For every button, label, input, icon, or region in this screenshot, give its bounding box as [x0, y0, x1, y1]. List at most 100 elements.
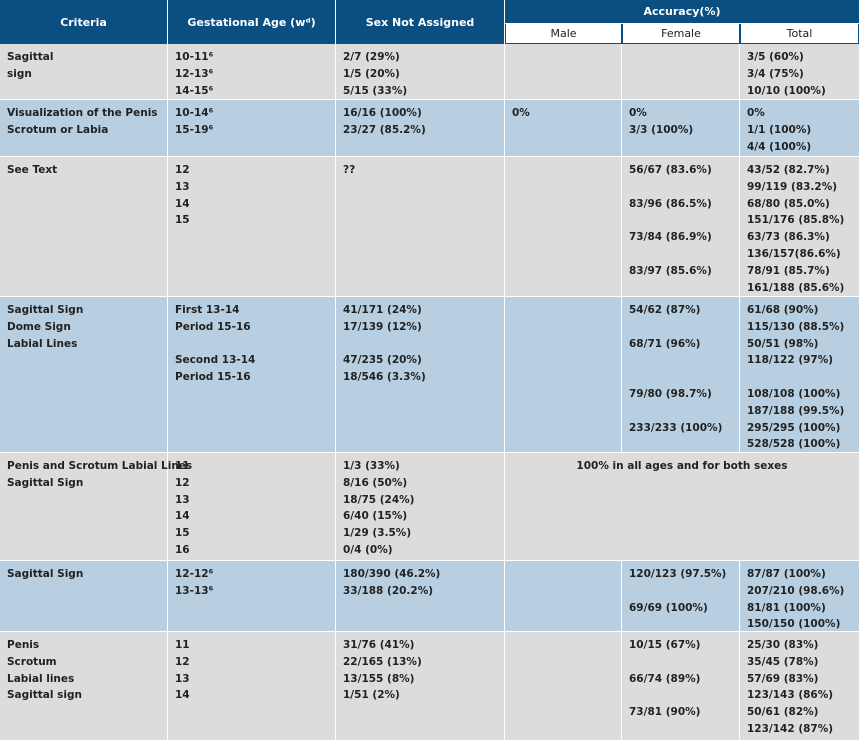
body-cell	[168, 44, 335, 99]
cell-text: 15	[175, 214, 190, 227]
body-cell	[168, 157, 335, 296]
cell-text: 14	[175, 197, 190, 210]
cell-text: 123/142 (87%)	[747, 723, 834, 735]
header-cell: Criteria	[0, 0, 168, 44]
cell-text: 68/80 (85.0%)	[747, 197, 830, 210]
cell-text: 25/30 (83%)	[747, 639, 819, 651]
cell-text: 115/130 (88.5%)	[747, 320, 845, 333]
cell-text: 17/139 (12%)	[343, 320, 422, 333]
cell-text: 3/5 (60%)	[747, 51, 804, 63]
cell-text: 69/69 (100%)	[629, 601, 708, 614]
cell-text: First 13-14	[175, 304, 240, 316]
cell-text: 10-11⁶	[175, 51, 214, 63]
body-cell	[168, 632, 335, 740]
cell-text: 13/155 (8%)	[343, 672, 415, 685]
body-cell	[336, 453, 504, 560]
cell-text: Period 15-16	[175, 371, 251, 384]
cell-text: 1/1 (100%)	[747, 123, 812, 136]
cell-text: 56/67 (83.6%)	[629, 164, 712, 176]
body-cell	[505, 561, 621, 631]
body-cell	[336, 44, 504, 99]
body-cell	[168, 100, 335, 156]
cell-text: 12	[175, 655, 190, 668]
cell-text: 35/45 (78%)	[747, 655, 819, 668]
cell-text: 4/4 (100%)	[747, 140, 812, 153]
cell-text: Labial lines	[7, 672, 75, 685]
cell-text: 13	[175, 672, 190, 685]
body-cell	[168, 453, 335, 560]
cell-text: 528/528 (100%)	[747, 438, 841, 451]
cell-text: 11	[175, 639, 190, 651]
cell-text: Visualization of the Penis	[7, 107, 158, 119]
body-cell	[740, 100, 859, 156]
body-cell	[168, 297, 335, 452]
cell-text: 13-13⁶	[175, 584, 214, 597]
subheader-cell: Male	[505, 24, 622, 44]
cell-text: 63/73 (86.3%)	[747, 231, 830, 244]
cell-text: 87/87 (100%)	[747, 568, 826, 580]
cell-text: 3/3 (100%)	[629, 123, 694, 136]
body-cell	[0, 44, 167, 99]
cell-text: 1/29 (3.5%)	[343, 527, 412, 540]
body-cell	[622, 100, 739, 156]
cell-text: 68/71 (96%)	[629, 337, 701, 350]
body-cell	[505, 297, 621, 452]
cell-text: Scrotum	[7, 655, 57, 668]
cell-text: Dome Sign	[7, 320, 71, 333]
body-cell	[740, 297, 859, 452]
cell-text: 10-14⁶	[175, 107, 214, 119]
subheader-cell: Total	[740, 24, 859, 44]
cell-text: 22/165 (13%)	[343, 655, 422, 668]
cell-text: 15-19⁶	[175, 123, 214, 136]
cell-text: sign	[7, 67, 32, 80]
cell-text: Sagittal Sign	[7, 304, 84, 316]
cell-text: 43/52 (82.7%)	[747, 164, 830, 176]
cell-text: 18/546 (3.3%)	[343, 371, 426, 384]
body-cell	[622, 561, 739, 631]
cell-text: 14	[175, 689, 190, 702]
body-cell	[505, 453, 859, 560]
cell-text: 79/80 (98.7%)	[629, 388, 712, 400]
header-cell: Accuracy(%)	[505, 0, 859, 24]
body-cell	[622, 44, 739, 99]
cell-text: 83/96 (86.5%)	[629, 197, 712, 210]
cell-text: Sagittal	[7, 51, 54, 63]
cell-text: 118/122 (97%)	[747, 354, 834, 367]
cell-text: 66/74 (89%)	[629, 672, 701, 685]
body-cell	[622, 632, 739, 740]
body-cell	[740, 561, 859, 631]
cell-text: Penis	[7, 639, 40, 651]
cell-text: 18/75 (24%)	[343, 493, 415, 506]
cell-text: 12-13⁶	[175, 67, 214, 80]
cell-text: 136/157(86.6%)	[747, 248, 841, 260]
cell-text: 2/7 (29%)	[343, 51, 400, 63]
cell-text: 6/40 (15%)	[343, 510, 408, 523]
cell-text: 10/10 (100%)	[747, 84, 826, 97]
body-cell	[0, 157, 167, 296]
cell-text: 78/91 (85.7%)	[747, 264, 830, 277]
cell-text: 0%	[512, 107, 530, 119]
cell-text: Sagittal Sign	[7, 476, 84, 489]
cell-text: 180/390 (46.2%)	[343, 568, 441, 580]
body-cell	[505, 157, 621, 296]
body-cell	[0, 561, 167, 631]
cell-text: 14	[175, 510, 190, 523]
body-cell	[505, 100, 621, 156]
cell-text: 0/4 (0%)	[343, 544, 393, 556]
cell-text: 83/97 (85.6%)	[629, 264, 712, 277]
cell-text: 108/108 (100%)	[747, 388, 841, 400]
cell-text: 150/150 (100%)	[747, 618, 841, 631]
cell-text: Labial Lines	[7, 337, 78, 350]
cell-text: 161/188 (85.6%)	[747, 281, 845, 294]
header-cell: Gestational Age (wᵈ)	[168, 0, 336, 44]
body-cell	[740, 157, 859, 296]
body-cell	[622, 157, 739, 296]
body-cell	[168, 561, 335, 631]
cell-text: Penis and Scrotum Labial Lines	[7, 460, 193, 472]
body-cell	[622, 297, 739, 452]
cell-text: 12	[175, 476, 190, 489]
cell-text: 31/76 (41%)	[343, 639, 415, 651]
cell-text: 41/171 (24%)	[343, 304, 422, 316]
cell-text: 207/210 (98.6%)	[747, 584, 845, 597]
cell-text: 0%	[629, 107, 647, 119]
